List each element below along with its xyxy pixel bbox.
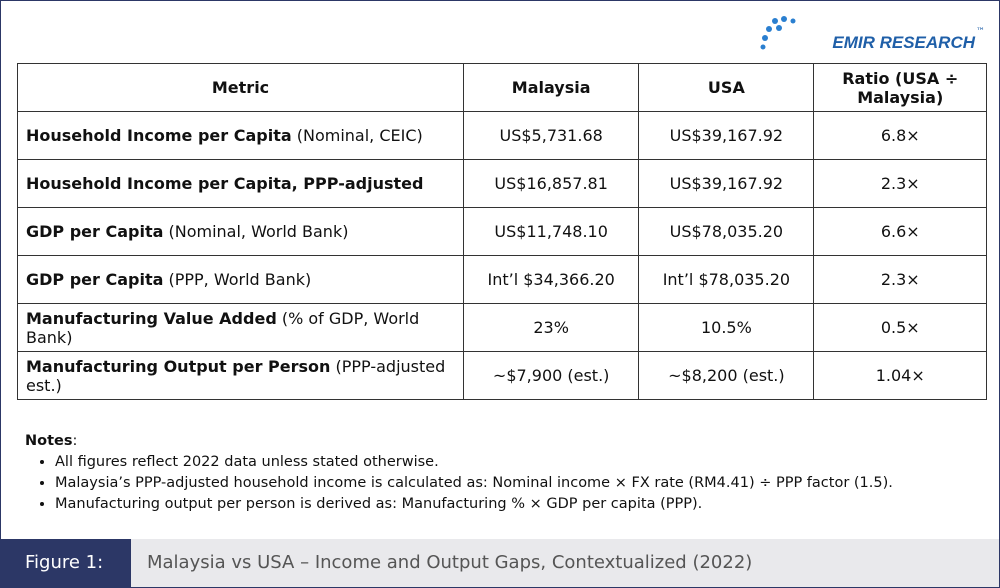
metric-name: Manufacturing Output per Person xyxy=(26,356,331,376)
metric-detail: (Nominal, CEIC) xyxy=(291,126,423,145)
header-cell: Metric xyxy=(16,63,465,112)
value-cell: 6.8× xyxy=(813,111,987,160)
header-row: Metric Malaysia USA Ratio (USA ÷ Malaysia) xyxy=(16,63,987,112)
note-item: Malaysia’s PPP-adjusted household income… xyxy=(55,473,893,494)
logo-mark: ™ xyxy=(976,27,985,37)
value-cell: 2.3× xyxy=(813,159,987,208)
value-cell: 0.5× xyxy=(813,303,987,352)
metric-detail: (PPP, World Bank) xyxy=(163,270,312,289)
header-cell: USA xyxy=(638,63,815,112)
value-cell: ~$8,200 (est.) xyxy=(638,351,815,400)
value-cell: US$16,857.81 xyxy=(463,159,640,208)
notes-title: Notes xyxy=(25,433,73,449)
value-cell: Int’l $34,366.20 xyxy=(463,255,640,304)
metric-name: GDP per Capita xyxy=(26,222,164,241)
notes-list: All figures reflect 2022 data unless sta… xyxy=(25,452,893,515)
footer: Figure 1: Malaysia vs USA – Income and O… xyxy=(1,539,999,587)
notes: Notes: All figures reflect 2022 data unl… xyxy=(25,431,893,515)
metric-detail: (Nominal, World Bank) xyxy=(163,222,349,241)
figure-label: Figure 1: xyxy=(1,539,131,587)
table-row: Household Income per Capita, PPP-adjuste… xyxy=(16,159,987,208)
logo-icon xyxy=(760,16,796,50)
metric-detail: (% of GDP, World Bank) xyxy=(26,308,420,347)
logo-text: EMIR RESEARCH xyxy=(832,33,975,52)
figure-caption: Malaysia vs USA – Income and Output Gaps… xyxy=(147,552,753,573)
metric-name: Manufacturing Value Added xyxy=(26,308,277,328)
value-cell: US$5,731.68 xyxy=(463,111,640,160)
note-item: All figures reflect 2022 data unless sta… xyxy=(55,452,893,473)
metric-cell: Manufacturing Value Added (% of GDP, Wor… xyxy=(16,303,465,352)
metric-name: Household Income per Capita, PPP-adjuste… xyxy=(26,174,424,193)
metric-name: Household Income per Capita xyxy=(26,126,292,145)
value-cell: Int’l $78,035.20 xyxy=(638,255,815,304)
table-row: Manufacturing Value Added (% of GDP, Wor… xyxy=(16,303,987,352)
value-cell: ~$7,900 (est.) xyxy=(463,351,640,400)
table-row: Manufacturing Output per Person (PPP-adj… xyxy=(16,351,987,400)
metric-cell: GDP per Capita (PPP, World Bank) xyxy=(16,255,465,304)
table: Metric Malaysia USA Ratio (USA ÷ Malaysia) H… xyxy=(16,63,987,400)
value-cell: 23% xyxy=(463,303,640,352)
value-cell: 10.5% xyxy=(638,303,815,352)
metric-cell: GDP per Capita (Nominal, World Bank) xyxy=(16,207,465,256)
value-cell: 2.3× xyxy=(813,255,987,304)
table-row: GDP per Capita (PPP, World Bank) Int’l $3… xyxy=(16,255,987,304)
metric-detail: (PPP-adjusted est.) xyxy=(26,356,446,395)
value-cell: US$39,167.92 xyxy=(638,159,815,208)
header-cell: Ratio (USA ÷ Malaysia) xyxy=(813,63,987,112)
metric-cell: Manufacturing Output per Person (PPP-adj… xyxy=(16,351,465,400)
metric-name: GDP per Capita xyxy=(26,270,164,289)
note-item: Manufacturing output per person is deriv… xyxy=(55,494,893,515)
header-cell: Malaysia xyxy=(463,63,640,112)
metric-cell: Household Income per Capita (Nominal, CE… xyxy=(16,111,465,160)
notes-colon: : xyxy=(72,433,78,449)
value-cell: US$39,167.92 xyxy=(638,111,815,160)
value-cell: 6.6× xyxy=(813,207,987,256)
table-row: GDP per Capita (Nominal, World Bank) US$1… xyxy=(16,207,987,256)
value-cell: 1.04× xyxy=(813,351,987,400)
metric-cell: Household Income per Capita, PPP-adjuste… xyxy=(16,159,465,208)
table-row: Household Income per Capita (Nominal, CE… xyxy=(16,111,987,160)
value-cell: US$11,748.10 xyxy=(463,207,640,256)
value-cell: US$78,035.20 xyxy=(638,207,815,256)
